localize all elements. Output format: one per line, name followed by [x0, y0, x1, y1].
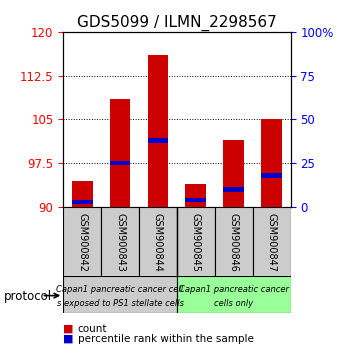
Title: GDS5099 / ILMN_2298567: GDS5099 / ILMN_2298567	[77, 14, 277, 30]
Text: GSM900843: GSM900843	[115, 213, 125, 272]
Bar	[72, 181, 92, 207]
Text: ■: ■	[63, 334, 74, 344]
Bar	[177, 276, 291, 313]
Bar	[63, 276, 177, 313]
Bar	[253, 207, 291, 278]
Bar	[101, 207, 139, 278]
Text: cells only: cells only	[214, 299, 253, 308]
Bar	[261, 173, 282, 178]
Bar	[110, 161, 130, 165]
Text: GSM900844: GSM900844	[153, 213, 163, 272]
Text: Capan1 pancreatic cancer cell: Capan1 pancreatic cancer cell	[56, 285, 184, 293]
Text: Capan1 pancreatic cancer: Capan1 pancreatic cancer	[179, 285, 289, 293]
Text: count: count	[78, 324, 107, 333]
Bar	[139, 207, 177, 278]
Bar	[177, 207, 215, 278]
Text: GSM900842: GSM900842	[77, 213, 87, 272]
Bar	[186, 198, 206, 202]
Bar	[148, 138, 168, 143]
Bar	[110, 99, 130, 207]
Bar	[63, 207, 101, 278]
Text: GSM900846: GSM900846	[229, 213, 239, 272]
Text: s exposed to PS1 stellate cells: s exposed to PS1 stellate cells	[57, 299, 183, 308]
Bar	[261, 120, 282, 207]
Text: GSM900847: GSM900847	[267, 213, 277, 272]
Bar	[148, 55, 168, 207]
Text: ■: ■	[63, 324, 74, 333]
Text: protocol: protocol	[4, 290, 52, 303]
Bar	[72, 200, 92, 204]
Bar	[223, 187, 244, 192]
Bar	[215, 207, 253, 278]
Bar	[186, 184, 206, 207]
Text: GSM900845: GSM900845	[191, 213, 201, 272]
Bar	[223, 140, 244, 207]
Text: percentile rank within the sample: percentile rank within the sample	[78, 334, 253, 344]
